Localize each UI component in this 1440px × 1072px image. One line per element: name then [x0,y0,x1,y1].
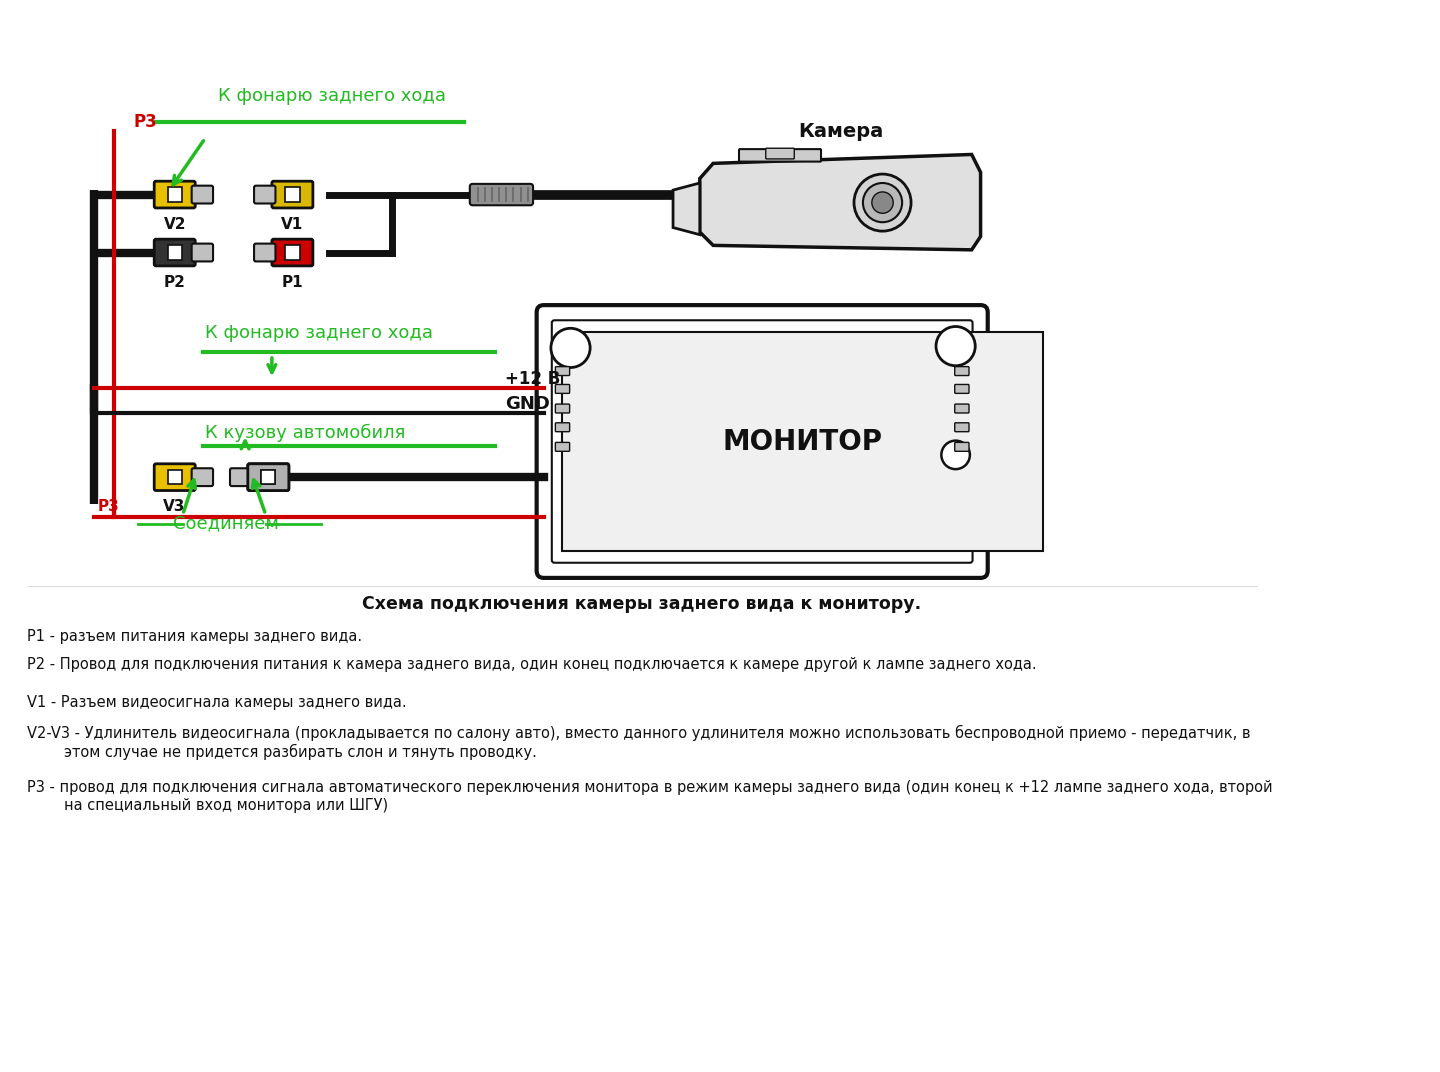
Circle shape [936,327,975,366]
FancyBboxPatch shape [556,443,570,451]
Polygon shape [700,154,981,250]
FancyBboxPatch shape [556,367,570,375]
FancyBboxPatch shape [192,468,213,486]
FancyBboxPatch shape [154,239,196,266]
Text: Р3 - провод для подключения сигнала автоматического переключения монитора в режи: Р3 - провод для подключения сигнала авто… [27,780,1273,813]
Circle shape [942,441,971,470]
Circle shape [552,328,590,368]
FancyBboxPatch shape [955,404,969,413]
FancyBboxPatch shape [556,385,570,393]
FancyBboxPatch shape [248,464,289,491]
FancyBboxPatch shape [272,181,312,208]
Bar [167,470,181,485]
FancyBboxPatch shape [253,185,275,204]
Bar [285,245,300,259]
Text: Р2 - Провод для подключения питания к камера заднего вида, один конец подключает: Р2 - Провод для подключения питания к ка… [27,657,1037,672]
Circle shape [863,183,901,222]
FancyBboxPatch shape [154,464,196,491]
Polygon shape [672,183,700,235]
FancyBboxPatch shape [556,404,570,413]
FancyBboxPatch shape [230,468,252,486]
FancyBboxPatch shape [955,422,969,432]
Text: Соединяем: Соединяем [173,515,278,533]
Circle shape [854,174,912,232]
Text: Схема подключения камеры заднего вида к монитору.: Схема подключения камеры заднего вида к … [363,595,922,613]
FancyBboxPatch shape [556,422,570,432]
Text: +12 В: +12 В [505,370,560,388]
Text: P3: P3 [98,498,120,513]
Circle shape [871,192,893,213]
Bar [261,470,275,485]
Text: К фонарю заднего хода: К фонарю заднего хода [219,87,446,105]
Text: V2: V2 [164,217,186,232]
Text: V1: V1 [281,217,304,232]
FancyBboxPatch shape [766,148,795,159]
Bar [261,470,275,485]
FancyBboxPatch shape [537,306,988,578]
FancyBboxPatch shape [469,184,533,205]
Text: P2: P2 [164,274,186,289]
FancyBboxPatch shape [272,239,312,266]
Text: К кузову автомобиля: К кузову автомобиля [204,423,406,442]
Text: P1: P1 [282,274,304,289]
Text: Камера: Камера [798,122,883,140]
Text: V1 - Разъем видеосигнала камеры заднего вида.: V1 - Разъем видеосигнала камеры заднего … [27,695,406,710]
FancyBboxPatch shape [248,464,289,491]
Text: Р1 - разъем питания камеры заднего вида.: Р1 - разъем питания камеры заднего вида. [27,628,361,643]
Text: V2-V3 - Удлинитель видеосигнала (прокладывается по салону авто), вместо данного : V2-V3 - Удлинитель видеосигнала (проклад… [27,725,1250,760]
Text: P3: P3 [134,114,157,132]
Text: V3: V3 [163,498,184,513]
Bar [167,245,181,259]
FancyBboxPatch shape [192,185,213,204]
Text: GND: GND [505,396,550,413]
FancyBboxPatch shape [739,149,821,162]
FancyBboxPatch shape [552,321,972,563]
Text: МОНИТОР: МОНИТОР [723,428,883,456]
Bar [285,188,300,202]
Bar [562,332,1043,551]
Bar [167,188,181,202]
FancyBboxPatch shape [192,243,213,262]
FancyBboxPatch shape [253,243,275,262]
FancyBboxPatch shape [955,443,969,451]
Text: К фонарю заднего хода: К фонарю заднего хода [204,324,433,342]
FancyBboxPatch shape [955,385,969,393]
FancyBboxPatch shape [955,367,969,375]
FancyBboxPatch shape [154,181,196,208]
